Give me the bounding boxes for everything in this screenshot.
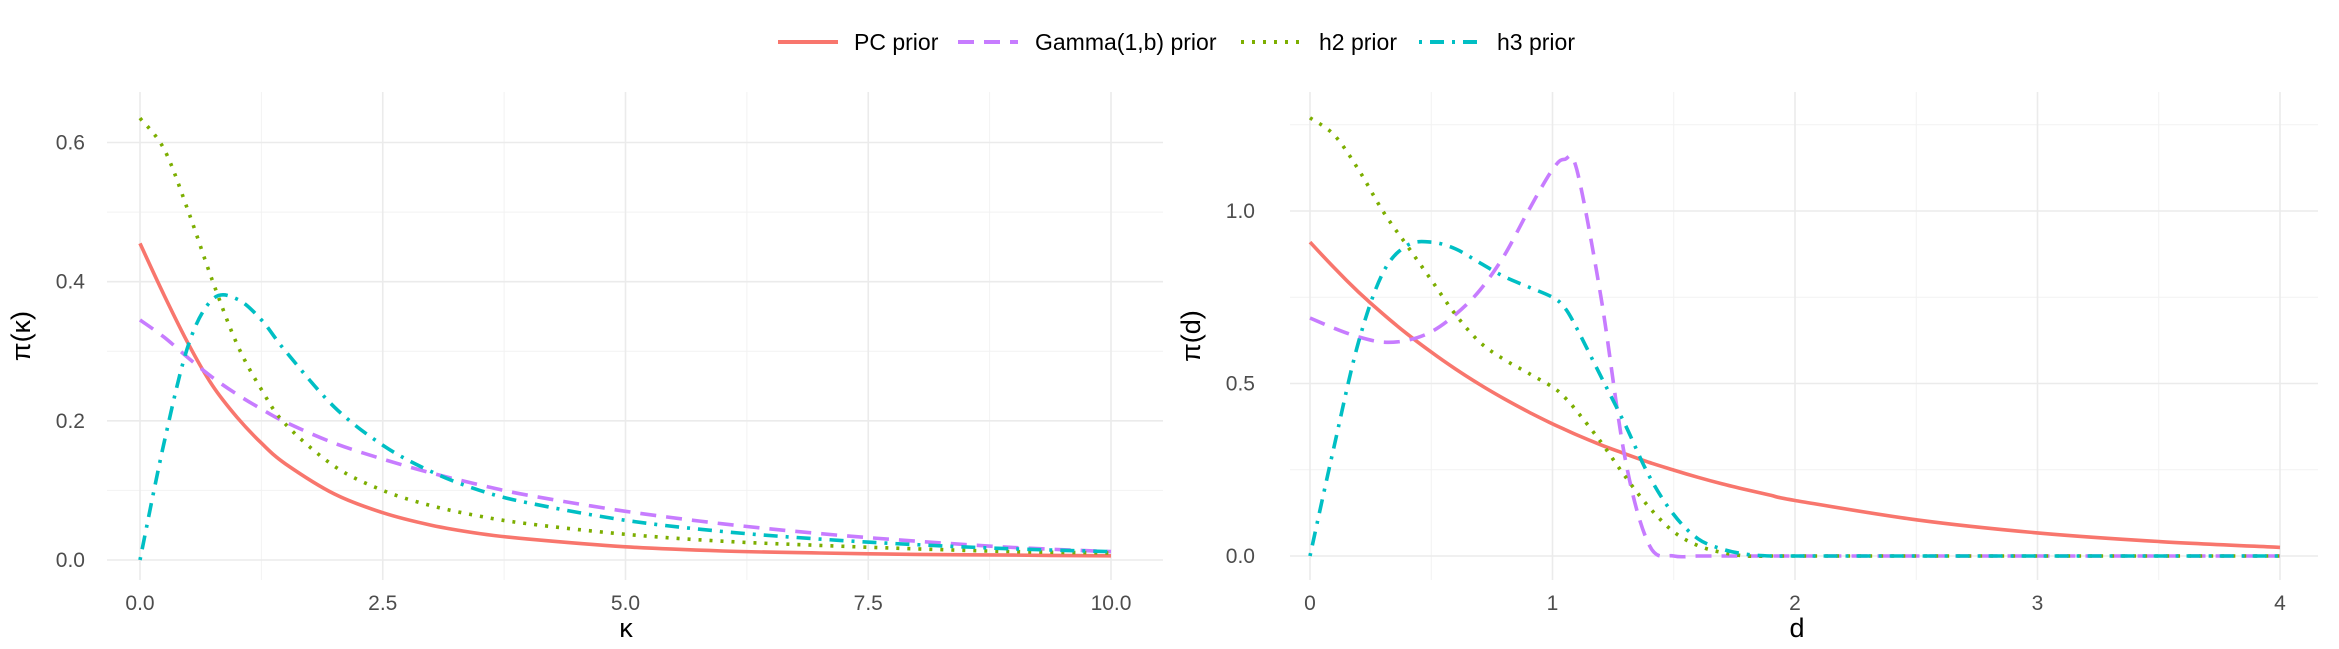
- gridlines: [1290, 92, 2318, 580]
- series-line-gamma-1-b-prior: [138, 318, 1112, 554]
- x-tick-label: 7.5: [854, 592, 883, 615]
- y-tick-label: 0.4: [56, 271, 86, 294]
- y-tick-label: 0.6: [56, 132, 85, 155]
- panel-kappa: 0.0 2.5 5.0 7.5 10.0 0.0 0.2 0.4 0.6 κ π(κ): [6, 92, 1163, 643]
- series-lines: [1308, 116, 2281, 559]
- series-lines: [138, 116, 1112, 561]
- tick-labels: 0 1 2 3 4 0.0 0.5 1.0: [1226, 200, 2286, 615]
- x-tick-label: 4: [2274, 592, 2286, 615]
- x-tick-label: 1: [1547, 592, 1559, 615]
- y-tick-label: 0.0: [56, 549, 85, 572]
- y-axis-title: π(κ): [6, 311, 36, 361]
- series-line-h2-prior: [1308, 116, 2280, 559]
- legend-label-h3-prior: h3 prior: [1497, 29, 1575, 55]
- legend: PC prior Gamma(1,b) prior h2 prior h3 prior: [778, 29, 1575, 55]
- x-axis-title: d: [1789, 613, 1804, 643]
- x-tick-label: 0: [1304, 592, 1316, 615]
- series-line-h3-prior: [1308, 239, 2280, 558]
- legend-label-pc-prior: PC prior: [854, 29, 939, 55]
- series-line-pc-prior: [138, 242, 1112, 558]
- y-tick-label: 0.5: [1226, 373, 1255, 396]
- x-axis-title: κ: [619, 613, 633, 643]
- panel-d: 0 1 2 3 4 0.0 0.5 1.0 d π(d): [1176, 92, 2318, 643]
- y-tick-label: 0.2: [56, 410, 85, 433]
- tick-labels: 0.0 2.5 5.0 7.5 10.0 0.0 0.2 0.4 0.6: [56, 132, 1132, 616]
- y-axis-title: π(d): [1176, 310, 1206, 362]
- x-tick-label: 2.5: [368, 592, 397, 615]
- x-tick-label: 10.0: [1091, 592, 1132, 615]
- x-tick-label: 5.0: [611, 592, 640, 615]
- legend-label-gamma-1-b-prior: Gamma(1,b) prior: [1035, 29, 1217, 55]
- x-tick-label: 0.0: [125, 592, 154, 615]
- series-line-h3-prior: [138, 293, 1112, 561]
- y-tick-label: 0.0: [1226, 545, 1255, 568]
- legend-label-h2-prior: h2 prior: [1319, 29, 1397, 55]
- gridlines: [107, 92, 1163, 580]
- series-line-pc-prior: [1308, 240, 2281, 550]
- y-tick-label: 1.0: [1226, 200, 1255, 223]
- x-tick-label: 2: [1789, 592, 1801, 615]
- x-tick-label: 3: [2032, 592, 2044, 615]
